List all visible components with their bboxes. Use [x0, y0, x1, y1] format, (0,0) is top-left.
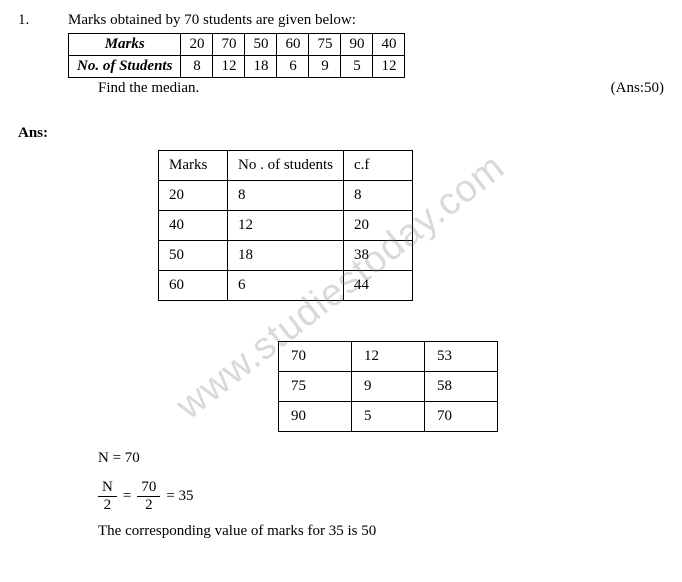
- sol1-cell: 38: [344, 241, 413, 271]
- students-cell: 8: [181, 56, 213, 78]
- sol1-header: Marks: [159, 151, 228, 181]
- final-statement: The corresponding value of marks for 35 …: [98, 523, 664, 540]
- students-cell: 18: [245, 56, 277, 78]
- marks-cell: 40: [373, 34, 405, 56]
- fraction-line: N 2 = 70 2 = 35: [98, 479, 664, 513]
- answer-hint: (Ans:50): [611, 80, 664, 97]
- students-row-label: No. of Students: [69, 56, 181, 78]
- students-cell: 12: [213, 56, 245, 78]
- sol1-cell: 8: [344, 181, 413, 211]
- marks-row-label: Marks: [69, 34, 181, 56]
- answer-label: Ans:: [18, 125, 68, 142]
- frac-den: 2: [100, 497, 116, 514]
- sol1-cell: 40: [159, 211, 228, 241]
- students-cell: 12: [373, 56, 405, 78]
- sol2-cell: 53: [425, 342, 498, 372]
- students-cell: 6: [277, 56, 309, 78]
- sol2-cell: 70: [279, 342, 352, 372]
- sol2-cell: 75: [279, 372, 352, 402]
- sol2-cell: 9: [352, 372, 425, 402]
- marks-cell: 75: [309, 34, 341, 56]
- sol1-cell: 18: [228, 241, 344, 271]
- sol2-cell: 90: [279, 402, 352, 432]
- sol2-cell: 12: [352, 342, 425, 372]
- question-number: 1.: [18, 12, 68, 29]
- n-equals-line: N = 70: [98, 450, 664, 467]
- marks-cell: 90: [341, 34, 373, 56]
- sol1-cell: 60: [159, 271, 228, 301]
- sol1-cell: 50: [159, 241, 228, 271]
- question-prompt: Marks obtained by 70 students are given …: [68, 12, 664, 29]
- marks-cell: 60: [277, 34, 309, 56]
- marks-cell: 50: [245, 34, 277, 56]
- frac-den: 2: [141, 497, 157, 514]
- question-data-table: Marks 20 70 50 60 75 90 40 No. of Studen…: [68, 33, 405, 78]
- marks-cell: 20: [181, 34, 213, 56]
- sol1-cell: 20: [344, 211, 413, 241]
- sol1-cell: 6: [228, 271, 344, 301]
- students-cell: 5: [341, 56, 373, 78]
- solution-table-2: 70 12 53 75 9 58 90 5 70: [278, 341, 498, 432]
- solution-table-1: Marks No . of students c.f 20 8 8 40 12 …: [158, 150, 413, 301]
- equals-sign: =: [123, 488, 131, 505]
- sol2-cell: 58: [425, 372, 498, 402]
- marks-cell: 70: [213, 34, 245, 56]
- question-task: Find the median.: [98, 80, 199, 97]
- sol1-cell: 8: [228, 181, 344, 211]
- sol1-cell: 20: [159, 181, 228, 211]
- sol1-cell: 12: [228, 211, 344, 241]
- fraction-n-over-2: N 2: [98, 479, 117, 513]
- equals-result: = 35: [166, 488, 193, 505]
- sol1-cell: 44: [344, 271, 413, 301]
- sol1-header: No . of students: [228, 151, 344, 181]
- students-cell: 9: [309, 56, 341, 78]
- sol2-cell: 70: [425, 402, 498, 432]
- frac-num: 70: [137, 479, 160, 497]
- frac-num: N: [98, 479, 117, 497]
- sol2-cell: 5: [352, 402, 425, 432]
- fraction-70-over-2: 70 2: [137, 479, 160, 513]
- sol1-header: c.f: [344, 151, 413, 181]
